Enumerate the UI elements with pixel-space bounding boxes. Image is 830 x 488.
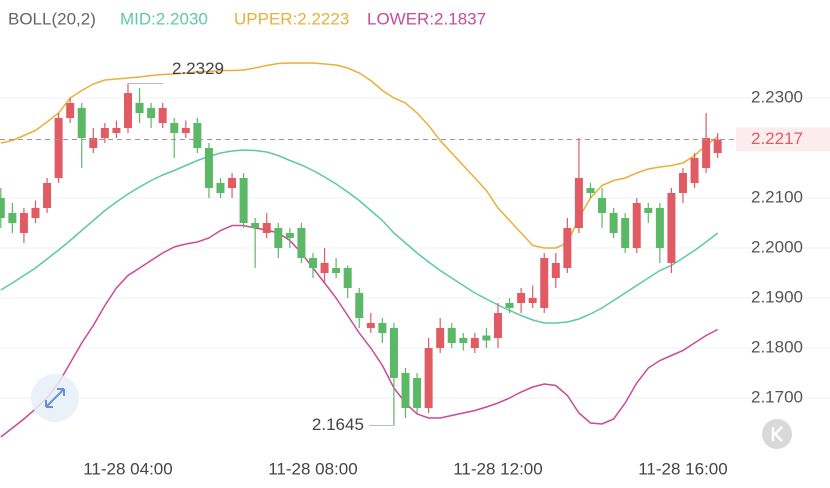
candle-body (204, 148, 213, 188)
candle-body (43, 183, 52, 208)
x-tick-label: 11-28 16:00 (638, 459, 727, 478)
candle-body (89, 138, 98, 148)
candle-body (332, 268, 341, 273)
candle-body (482, 335, 491, 341)
y-tick-label: 2.2100 (751, 187, 803, 206)
candle-body (262, 223, 271, 233)
candle-body (493, 313, 502, 338)
x-tick-label: 11-28 08:00 (268, 459, 357, 478)
candle-body (158, 108, 167, 123)
x-tick-label: 11-28 04:00 (83, 459, 172, 478)
upper-label: UPPER:2.2223 (234, 9, 349, 28)
candle-body (123, 93, 132, 128)
candle-body (193, 123, 202, 148)
candle-body (31, 208, 40, 218)
candle-body (297, 228, 306, 258)
candle-body (0, 198, 5, 218)
candle-body (170, 123, 179, 133)
candle-body (343, 268, 352, 288)
candle-body (135, 103, 144, 113)
candle-body (574, 178, 583, 228)
candle-body (308, 258, 317, 268)
candle-body (517, 293, 526, 303)
reset-button[interactable] (762, 419, 792, 449)
band-line (0, 62, 719, 249)
candle-body (112, 128, 121, 133)
candle-body (563, 228, 572, 268)
candle-body (239, 178, 248, 223)
last-price-label: 2.2217 (751, 129, 803, 148)
x-tick-label: 11-28 12:00 (453, 459, 542, 478)
candle-body (401, 373, 410, 408)
candle-body (147, 108, 156, 118)
candle-body (100, 128, 109, 138)
candle-body (355, 293, 364, 318)
candle-body (216, 183, 225, 193)
last-price-tag (736, 127, 830, 152)
band-line (0, 224, 719, 438)
reset-button-bg[interactable] (762, 419, 792, 449)
reset-icon[interactable] (771, 426, 783, 442)
candle-body (551, 263, 560, 278)
candle-body (274, 228, 283, 248)
candle-body (540, 258, 549, 308)
candle-body (251, 223, 260, 228)
candle-body (320, 263, 329, 273)
candle-body (528, 298, 537, 303)
candle-body (655, 208, 664, 248)
y-tick-label: 2.1800 (751, 337, 803, 356)
candle-body (621, 218, 630, 248)
candle-body (644, 208, 653, 213)
y-tick-label: 2.2300 (751, 87, 803, 106)
candle-body (667, 193, 676, 263)
candle-body (181, 128, 190, 133)
candle-body (389, 328, 398, 378)
expand-icon[interactable] (45, 388, 65, 408)
lower-label: LOWER:2.1837 (367, 9, 486, 28)
mid-label: MID:2.2030 (120, 9, 208, 28)
y-tick-label: 2.1700 (751, 387, 803, 406)
candle-body (609, 213, 618, 233)
candle-body (436, 328, 445, 348)
candle-body (19, 213, 28, 233)
candle-body (378, 323, 387, 333)
candle-body (66, 103, 75, 118)
candle-body (228, 178, 237, 188)
expand-button[interactable] (31, 374, 79, 422)
candle-body (366, 323, 375, 328)
high-label: 2.2329 (172, 59, 224, 78)
candle-body (459, 338, 468, 343)
candle-body (8, 213, 17, 223)
band-line (0, 149, 719, 324)
y-tick-label: 2.2000 (751, 237, 803, 256)
candle-body (690, 158, 699, 183)
candle-body (54, 118, 63, 178)
candle-body (447, 328, 456, 343)
candle-body (285, 233, 294, 238)
candle-body (586, 188, 595, 193)
indicator-name: BOLL(20,2) (8, 9, 96, 28)
candle-body (632, 203, 641, 248)
candle-body (678, 173, 687, 193)
candle-body (598, 198, 607, 213)
candle-body (424, 348, 433, 408)
candle-body (413, 378, 422, 408)
candle-body (505, 303, 514, 308)
labels: 2.2300 2.2100 2.2000 2.1900 2.1800 2.1700 11-2… (0, 59, 830, 478)
candle-body (470, 338, 479, 348)
candle-body (702, 138, 711, 168)
candle-body (713, 139, 722, 153)
candle-body (77, 108, 86, 138)
plot (0, 62, 722, 438)
low-label: 2.1645 (312, 415, 364, 434)
y-tick-label: 2.1900 (751, 287, 803, 306)
